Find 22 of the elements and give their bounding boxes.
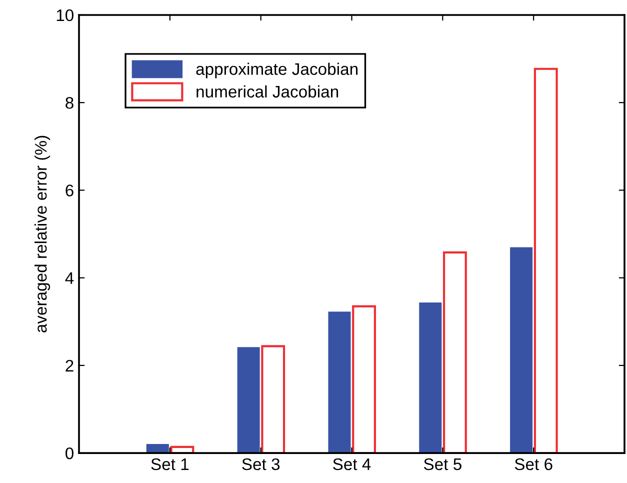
- bar: [352, 305, 376, 454]
- bar: [442, 251, 467, 454]
- bar: [328, 312, 351, 454]
- y-tick-label: 4: [65, 272, 74, 284]
- y-tick-label: 2: [66, 360, 74, 372]
- y-axis-title: averaged relative error (%): [34, 136, 50, 332]
- bar: [534, 68, 558, 454]
- bar: [261, 345, 286, 454]
- bar: [419, 302, 442, 454]
- x-tick-label: Set 1: [151, 458, 189, 470]
- x-tick-label: Set 6: [514, 458, 552, 470]
- y-tick-label: 10: [56, 9, 74, 22]
- y-tick-label: 6: [66, 184, 74, 196]
- y-tick-label: 0: [66, 447, 74, 460]
- y-tick-label: 8: [66, 96, 74, 109]
- x-tick-label: Set 5: [424, 458, 462, 470]
- legend-label: numerical Jacobian: [196, 85, 338, 98]
- bar: [237, 347, 260, 454]
- x-tick-label: Set 4: [333, 458, 371, 470]
- legend-label: approximate Jacobian: [196, 62, 358, 78]
- bar: [510, 247, 533, 454]
- x-tick-label: Set 3: [242, 458, 280, 470]
